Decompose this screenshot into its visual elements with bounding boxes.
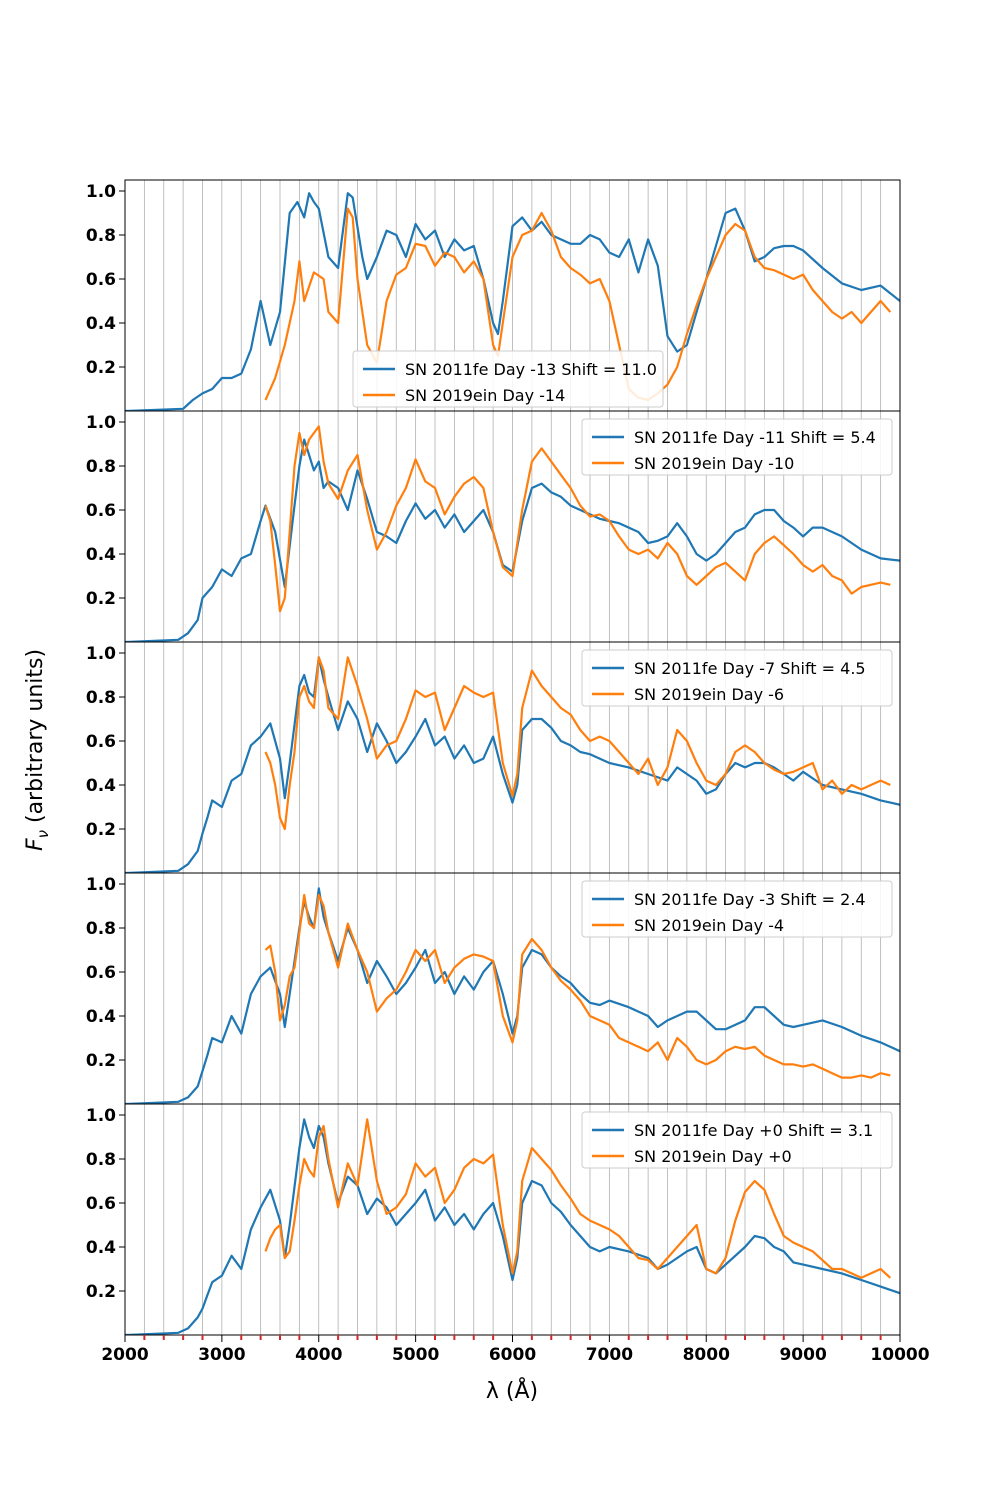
x-tick-label: 6000: [489, 1345, 536, 1365]
panel-1-legend: SN 2011fe Day -13 Shift = 11.0 SN 2019ein…: [352, 350, 664, 408]
series-line-sn2019ein: [264, 425, 891, 613]
y-tick-label: 0.4: [86, 1238, 116, 1258]
y-tick-label: 0.6: [86, 963, 116, 983]
legend-label-sn2019ein: SN 2019ein Day -6: [634, 685, 784, 704]
x-tick-label: 9000: [779, 1345, 826, 1365]
y-tick-label: 0.8: [86, 919, 116, 939]
legend-box: [581, 880, 893, 938]
x-tick-label: 10000: [870, 1345, 929, 1365]
panel-3: 0.2 0.4 0.6 0.8 1.0 SN 2011fe Day -7 Shift = …: [86, 641, 901, 874]
legend-label-sn2019ein: SN 2019ein Day +0: [634, 1147, 792, 1166]
y-tick-label: 0.8: [86, 1150, 116, 1170]
legend-label-sn2011fe: SN 2011fe Day -13 Shift = 11.0: [405, 360, 657, 379]
y-tick-label: 0.8: [86, 226, 116, 246]
legend-label-sn2019ein: SN 2019ein Day -10: [634, 454, 794, 473]
series-line-sn2019ein: [264, 1118, 892, 1279]
y-tick-label: 0.4: [86, 314, 116, 334]
y-tick-label: 0.6: [86, 501, 116, 521]
y-tick-label: 0.2: [86, 358, 116, 378]
y-axis-label-symbol: F: [23, 838, 48, 851]
x-tick-label: 5000: [392, 1345, 439, 1365]
x-tick-label: 2000: [101, 1345, 148, 1365]
legend-label-sn2011fe: SN 2011fe Day -7 Shift = 4.5: [634, 659, 866, 678]
legend-label-sn2019ein: SN 2019ein Day -4: [634, 916, 784, 935]
y-tick-label: 0.2: [86, 589, 116, 609]
series-line-sn2019ein: [264, 207, 892, 402]
panels: 0.2 0.4 0.6 0.8 1.0 SN 2011fe Day -13 Shift =…: [86, 179, 901, 1336]
y-tick-label: 0.4: [86, 776, 116, 796]
panel-2-legend: SN 2011fe Day -11 Shift = 5.4 SN 2019ein …: [581, 418, 893, 476]
x-tick-label: 4000: [295, 1345, 342, 1365]
series-line-sn2011fe: [125, 887, 900, 1104]
x-tick-label: 7000: [586, 1345, 633, 1365]
y-tick-label: 0.8: [86, 457, 116, 477]
panel-5-legend: SN 2011fe Day +0 Shift = 3.1 SN 2019ein D…: [581, 1111, 893, 1169]
legend-label-sn2011fe: SN 2011fe Day -3 Shift = 2.4: [634, 890, 866, 909]
y-tick-label: 1.0: [86, 875, 116, 895]
y-tick-label: 0.4: [86, 545, 116, 565]
y-tick-label: 0.4: [86, 1007, 116, 1027]
y-tick-label: 0.8: [86, 688, 116, 708]
y-tick-label: 1.0: [86, 644, 116, 664]
series-line-sn2019ein: [264, 656, 891, 831]
y-tick-label: 0.6: [86, 1194, 116, 1214]
series-line-sn2011fe: [125, 656, 900, 873]
series-line-sn2011fe: [125, 192, 900, 411]
y-axis-label-subscript: ν: [34, 830, 52, 838]
legend-label-sn2011fe: SN 2011fe Day +0 Shift = 3.1: [634, 1121, 873, 1140]
x-axis: 2000 3000 4000 5000 6000 7000 8000 9000 10000: [101, 1335, 930, 1365]
panel-5: 0.2 0.4 0.6 0.8 1.0 SN 2011fe Day +0 Shift = …: [86, 1103, 901, 1336]
legend-box: [581, 418, 893, 476]
y-tick-label: 0.6: [86, 270, 116, 290]
panel-3-legend: SN 2011fe Day -7 Shift = 4.5 SN 2019ein D…: [581, 649, 893, 707]
y-tick-label: 0.2: [86, 1051, 116, 1071]
y-axis-label-units: (arbitrary units): [23, 649, 48, 830]
y-tick-label: 1.0: [86, 1106, 116, 1126]
legend-box: [352, 350, 664, 408]
y-tick-label: 0.2: [86, 820, 116, 840]
y-tick-label: 0.6: [86, 732, 116, 752]
panel-4-legend: SN 2011fe Day -3 Shift = 2.4 SN 2019ein D…: [581, 880, 893, 938]
x-tick-label: 8000: [683, 1345, 730, 1365]
legend-label-sn2011fe: SN 2011fe Day -11 Shift = 5.4: [634, 428, 876, 447]
panel-4-gridlines: [143, 873, 882, 1104]
legend-box: [581, 649, 893, 707]
legend-label-sn2019ein: SN 2019ein Day -14: [405, 386, 565, 405]
series-line-sn2011fe: [125, 1118, 900, 1335]
series-line-sn2019ein: [264, 893, 891, 1079]
panel-1: 0.2 0.4 0.6 0.8 1.0 SN 2011fe Day -13 Shift =…: [86, 179, 901, 412]
x-axis-label: λ (Å): [486, 1377, 538, 1404]
x-tick-label: 3000: [198, 1345, 245, 1365]
y-tick-label: 1.0: [86, 182, 116, 202]
legend-box: [581, 1111, 893, 1169]
panel-2: 0.2 0.4 0.6 0.8 1.0 SN 2011fe Day -11 Shift =…: [86, 410, 901, 643]
panel-4: 0.2 0.4 0.6 0.8 1.0 SN 2011fe Day -3 Shift = …: [86, 872, 901, 1105]
y-tick-label: 1.0: [86, 413, 116, 433]
y-tick-label: 0.2: [86, 1282, 116, 1302]
y-axis-label: Fν (arbitrary units): [23, 649, 52, 851]
